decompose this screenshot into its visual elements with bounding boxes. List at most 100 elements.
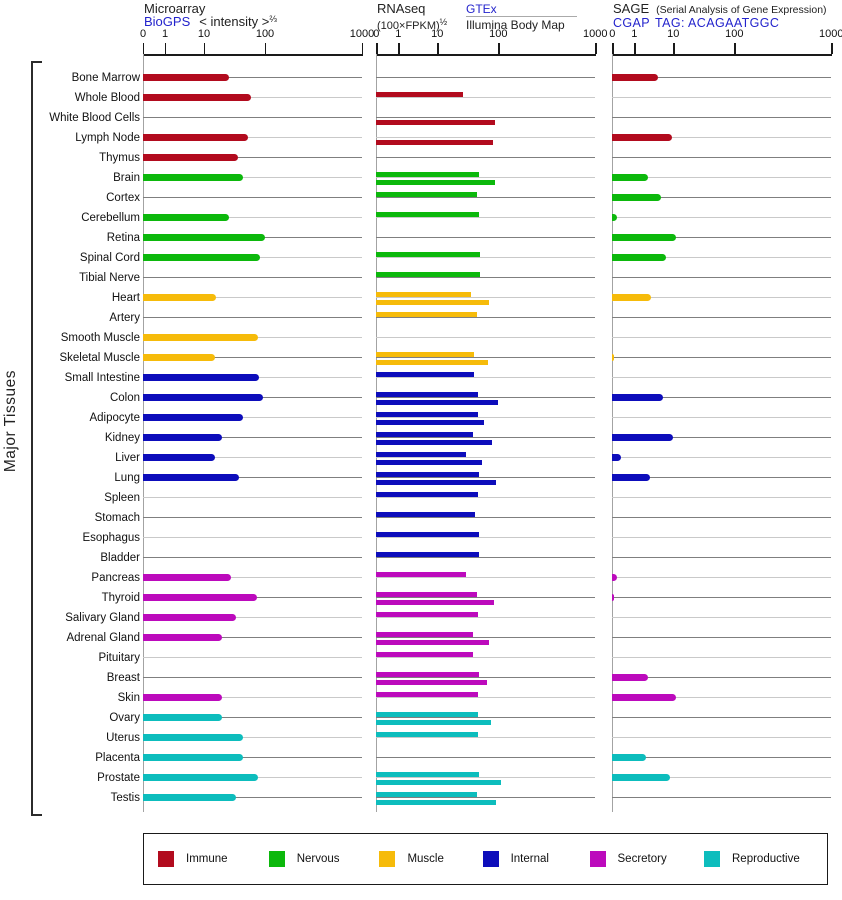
- row-line: [376, 297, 596, 299]
- bar-sage: [612, 674, 649, 681]
- bar-rnaseq-gtex: [376, 671, 479, 677]
- bar-rnaseq-gtex: [376, 371, 475, 377]
- bar-microarray: [143, 374, 260, 381]
- bar-microarray: [143, 614, 236, 621]
- row-line: [612, 737, 832, 739]
- panel1-baseline: [143, 54, 144, 812]
- tick-mark-1000: [831, 43, 833, 54]
- row-line: [376, 677, 596, 679]
- row-line: [612, 477, 832, 479]
- legend-label: Secretory: [617, 853, 667, 865]
- legend-label: Reproductive: [732, 853, 800, 865]
- tick-label-10: 10: [431, 28, 444, 40]
- row-line: [143, 717, 362, 719]
- bar-rnaseq-illumina: [376, 679, 488, 685]
- tissue-label: Breast: [106, 672, 140, 684]
- bar-sage: [612, 754, 647, 761]
- row-line: [143, 657, 362, 659]
- bar-microarray: [143, 214, 230, 221]
- cgap-link[interactable]: CGAP: [613, 16, 651, 30]
- tissue-label: Thymus: [99, 152, 140, 164]
- row-line: [612, 277, 832, 279]
- tick-mark-100: [265, 43, 267, 54]
- bar-microarray: [143, 774, 259, 781]
- bar-microarray: [143, 794, 237, 801]
- row-line: [376, 617, 596, 619]
- row-line: [376, 197, 596, 199]
- row-line: [143, 317, 362, 319]
- bar-rnaseq-gtex: [376, 311, 477, 317]
- bar-microarray: [143, 334, 259, 341]
- bar-rnaseq-gtex: [376, 91, 463, 97]
- tissue-label: Placenta: [95, 752, 140, 764]
- tick-label-100: 100: [725, 28, 744, 40]
- tick-mark-1000: [362, 43, 364, 54]
- panel2-exponent: ½: [439, 17, 448, 27]
- row-line: [376, 777, 596, 779]
- bar-rnaseq-illumina: [376, 639, 489, 645]
- tick-mark-0: [376, 43, 378, 54]
- tissue-label: Skeletal Muscle: [59, 352, 140, 364]
- row-line: [376, 337, 596, 339]
- bar-rnaseq-gtex: [376, 691, 478, 697]
- row-line: [376, 457, 596, 459]
- row-line: [376, 797, 596, 799]
- bar-rnaseq-gtex: [376, 271, 481, 277]
- row-line: [143, 357, 362, 359]
- gtex-link[interactable]: GTEx: [466, 2, 497, 16]
- row-line: [612, 97, 832, 99]
- panel3-axis: [612, 54, 833, 56]
- tissue-label: Testis: [110, 792, 140, 804]
- tissue-label: Kidney: [104, 432, 140, 444]
- bar-rnaseq-gtex: [376, 411, 478, 417]
- bar-rnaseq-illumina: [376, 359, 489, 365]
- row-line: [143, 117, 362, 119]
- row-line: [612, 717, 832, 719]
- row-line: [376, 377, 596, 379]
- bar-microarray: [143, 354, 215, 361]
- tissue-label: Smooth Muscle: [60, 332, 140, 344]
- row-line: [143, 677, 362, 679]
- tick-label-10: 10: [197, 28, 211, 40]
- sage-tag-text: TAG: ACAGAATGGC: [655, 16, 780, 30]
- tick-label-1: 1: [631, 28, 638, 40]
- bar-rnaseq-gtex: [376, 731, 478, 737]
- tissue-label: Spinal Cord: [79, 252, 140, 264]
- row-line: [612, 557, 832, 559]
- bar-rnaseq-illumina: [376, 139, 494, 145]
- tick-mark-0: [612, 43, 614, 54]
- row-line: [143, 537, 362, 539]
- bar-microarray: [143, 574, 232, 581]
- row-line: [612, 417, 832, 419]
- biogps-link[interactable]: BioGPS: [144, 14, 191, 29]
- legend-item-secretory: Secretory: [589, 851, 705, 867]
- row-line: [612, 237, 832, 239]
- bar-microarray: [143, 694, 223, 701]
- tissues-bracket: [31, 61, 42, 816]
- row-line: [612, 157, 832, 159]
- tissue-label: Skin: [117, 692, 140, 704]
- bar-rnaseq-gtex: [376, 591, 478, 597]
- panel1-subtitle: < intensity >⅔: [199, 14, 277, 29]
- row-line: [612, 657, 832, 659]
- bar-rnaseq-illumina: [376, 399, 499, 405]
- row-line: [143, 437, 362, 439]
- panel3-baseline: [612, 54, 614, 812]
- tissue-label: Cortex: [106, 192, 140, 204]
- tick-mark-100: [734, 43, 736, 54]
- row-line: [376, 637, 596, 639]
- bar-microarray: [143, 754, 243, 761]
- tick-label-0: 0: [373, 28, 380, 40]
- bar-rnaseq-illumina: [376, 799, 497, 805]
- row-line: [376, 597, 596, 599]
- bar-rnaseq-illumina: [376, 779, 502, 785]
- row-line: [376, 737, 596, 739]
- tick-label-0: 0: [609, 28, 616, 40]
- tick-label-1000: 1000: [583, 28, 608, 40]
- row-line: [376, 717, 596, 719]
- bar-microarray: [143, 714, 223, 721]
- tissue-label: Ovary: [109, 712, 140, 724]
- bar-rnaseq-gtex: [376, 171, 479, 177]
- row-line: [143, 697, 362, 699]
- legend-item-nervous: Nervous: [268, 851, 380, 867]
